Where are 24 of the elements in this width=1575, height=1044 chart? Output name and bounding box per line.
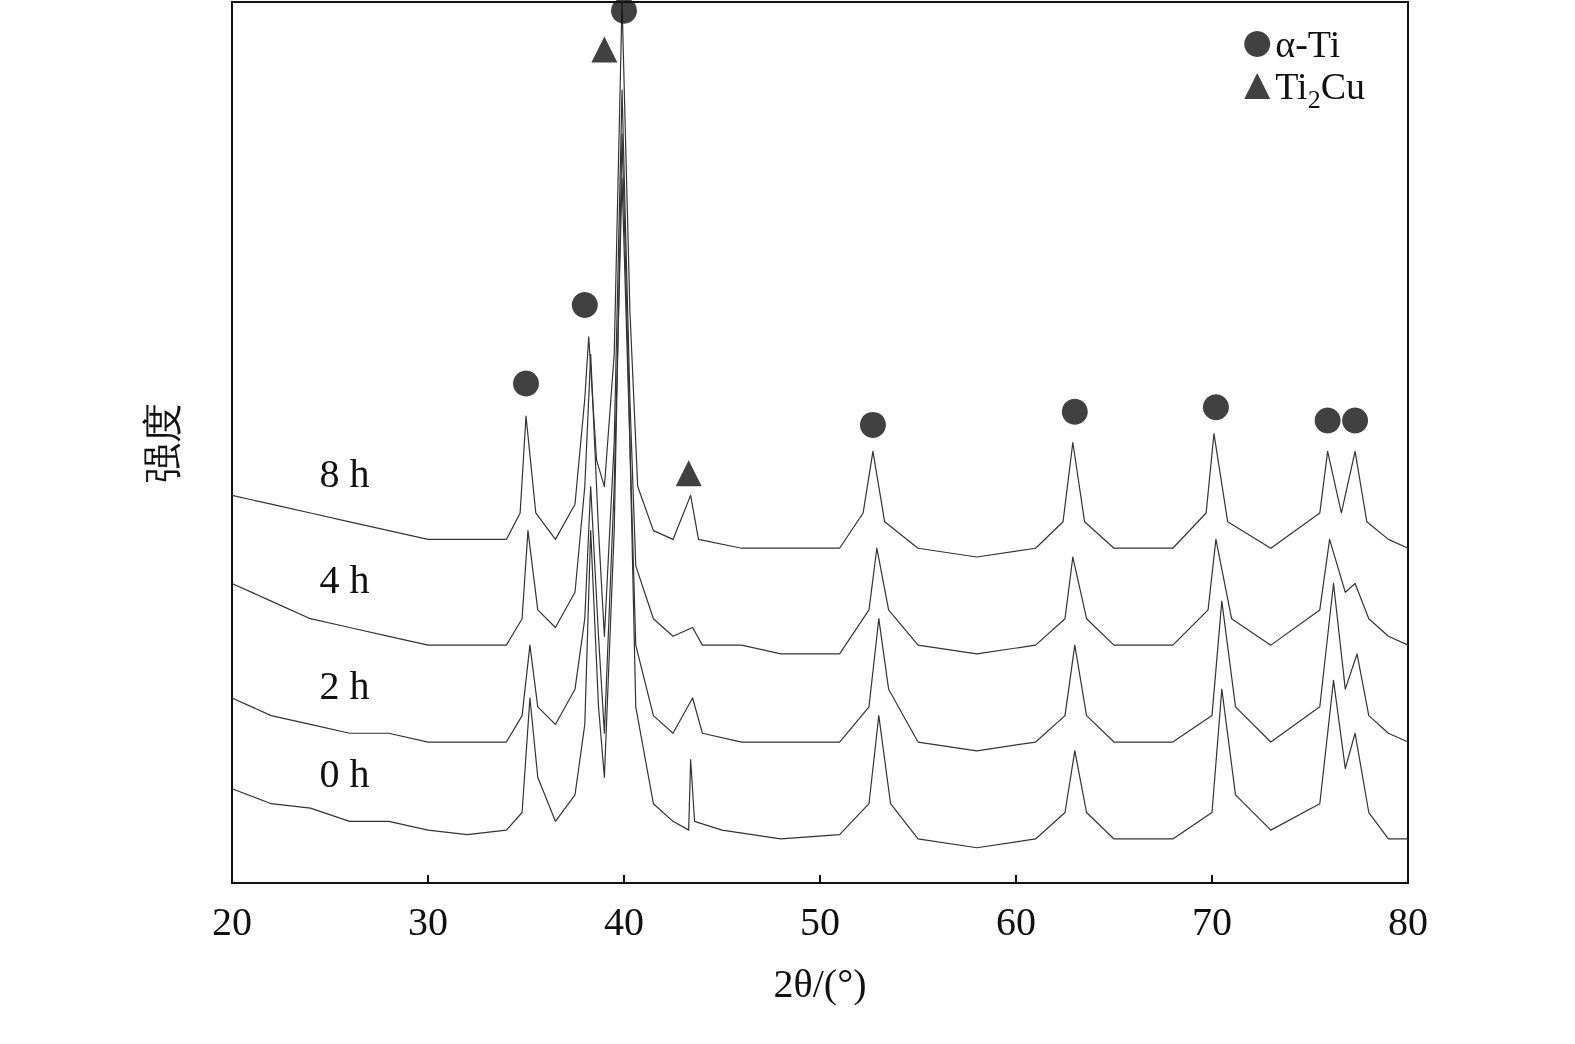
series-label: 2 h: [319, 662, 370, 708]
series-label: 4 h: [319, 557, 370, 603]
x-tick-label: 80: [1388, 898, 1428, 944]
legend-label: α-Ti: [1275, 23, 1341, 65]
point: [611, 0, 637, 24]
y-axis-title: 强度: [139, 402, 185, 483]
x-tick-label: 40: [604, 898, 644, 944]
series-label: 0 h: [319, 750, 370, 796]
point: [675, 460, 702, 487]
point: [1202, 394, 1229, 421]
point: [513, 370, 539, 397]
point: [859, 411, 886, 438]
x-tick-label: 20: [212, 898, 252, 944]
point: [1061, 398, 1088, 425]
point: [591, 36, 618, 63]
x-tick-label: 50: [800, 898, 840, 944]
series-label: 8 h: [319, 451, 370, 497]
point: [571, 292, 598, 319]
x-tick-label: 70: [1192, 898, 1232, 944]
point: [1314, 407, 1341, 434]
point: [1342, 407, 1369, 434]
x-axis-title: 2θ/(°): [773, 960, 867, 1006]
x-tick-label: 60: [996, 898, 1036, 944]
x-tick-label: 30: [408, 898, 448, 944]
